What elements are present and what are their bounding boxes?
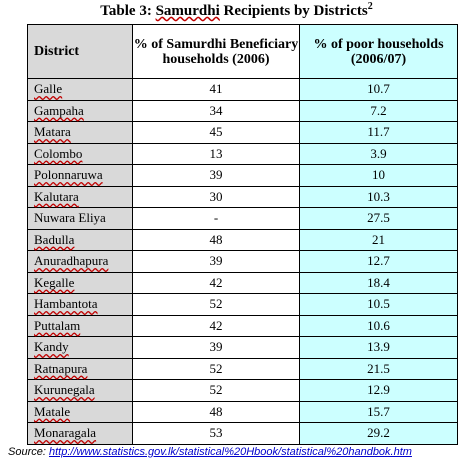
samurdhi-table: District % of Samurdhi Beneficiary house… — [27, 24, 458, 445]
district-cell: Badulla — [27, 228, 133, 251]
beneficiary-cell: 41 — [132, 78, 300, 101]
district-name: Polonnaruwa — [34, 167, 103, 183]
table-row: Monaragala 53 29.2 — [27, 422, 458, 445]
poor-cell: 10 — [299, 164, 458, 187]
poor-header: % of poor households (2006/07) — [299, 24, 458, 79]
district-name: Ratnapura — [34, 360, 88, 376]
table-row: Matale 48 15.7 — [27, 400, 458, 423]
district-cell: Ratnapura — [27, 357, 133, 380]
district-name: Puttalam — [34, 317, 81, 333]
table-row: Badulla 48 21 — [27, 228, 458, 251]
beneficiary-cell: - — [132, 207, 300, 230]
poor-cell: 12.7 — [299, 250, 458, 273]
district-cell: Matale — [27, 400, 133, 423]
beneficiary-cell: 52 — [132, 357, 300, 380]
poor-cell: 12.9 — [299, 379, 458, 402]
district-name: Kegalle — [34, 274, 75, 290]
district-cell: Nuwara Eliya — [27, 207, 133, 230]
district-name: Kurunegala — [34, 382, 95, 398]
district-cell: Kurunegala — [27, 379, 133, 402]
district-cell: Hambantota — [27, 293, 133, 316]
beneficiary-cell: 34 — [132, 99, 300, 122]
beneficiary-cell: 52 — [132, 293, 300, 316]
table-body: Galle 41 10.7 Gampaha 34 7.2 Matara 45 11.7 Colom… — [27, 78, 458, 445]
district-cell: Puttalam — [27, 314, 133, 337]
beneficiary-header: % of Samurdhi Beneficiary households (20… — [132, 24, 300, 79]
district-cell: Galle — [27, 78, 133, 101]
district-name: Matara — [34, 124, 71, 140]
beneficiary-cell: 39 — [132, 336, 300, 359]
table-row: Kalutara 30 10.3 — [27, 185, 458, 208]
poor-cell: 29.2 — [299, 422, 458, 445]
table-row: Ratnapura 52 21.5 — [27, 357, 458, 380]
beneficiary-cell: 42 — [132, 271, 300, 294]
title-footnote-marker: 2 — [367, 1, 373, 12]
district-name: Galle — [34, 81, 63, 97]
district-cell: Kandy — [27, 336, 133, 359]
district-name: Badulla — [34, 231, 75, 247]
poor-cell: 13.9 — [299, 336, 458, 359]
district-cell: Kalutara — [27, 185, 133, 208]
district-name: Hambantota — [34, 296, 98, 312]
district-name: Gampaha — [34, 102, 84, 118]
district-cell: Anuradhapura — [27, 250, 133, 273]
poor-cell: 11.7 — [299, 121, 458, 144]
district-name: Anuradhapura — [34, 253, 109, 269]
table-row: Kurunegala 52 12.9 — [27, 379, 458, 402]
poor-cell: 27.5 — [299, 207, 458, 230]
poor-cell: 10.5 — [299, 293, 458, 316]
district-cell: Polonnaruwa — [27, 164, 133, 187]
table-row: Kegalle 42 18.4 — [27, 271, 458, 294]
poor-cell: 7.2 — [299, 99, 458, 122]
source-note: Source: http://www.statistics.gov.lk/sta… — [8, 446, 412, 458]
district-cell: Gampaha — [27, 99, 133, 122]
beneficiary-cell: 48 — [132, 400, 300, 423]
district-cell: Kegalle — [27, 271, 133, 294]
table-row: Polonnaruwa 39 10 — [27, 164, 458, 187]
poor-cell: 10.7 — [299, 78, 458, 101]
table-row: Anuradhapura 39 12.7 — [27, 250, 458, 273]
title-prefix: Table 3: — [100, 3, 152, 19]
beneficiary-cell: 48 — [132, 228, 300, 251]
table-row: Colombo 13 3.9 — [27, 142, 458, 165]
district-cell: Monaragala — [27, 422, 133, 445]
poor-cell: 21.5 — [299, 357, 458, 380]
title-rest: Recipients by Districts — [223, 3, 368, 19]
district-name: Nuwara Eliya — [34, 210, 106, 226]
district-name: Monaragala — [34, 425, 97, 441]
beneficiary-cell: 45 — [132, 121, 300, 144]
beneficiary-cell: 52 — [132, 379, 300, 402]
beneficiary-cell: 39 — [132, 164, 300, 187]
table-row: Galle 41 10.7 — [27, 78, 458, 101]
table-row: Puttalam 42 10.6 — [27, 314, 458, 337]
table-title: Table 3: Samurdhi Recipients by District… — [0, 2, 473, 20]
table-row: Nuwara Eliya -27.5 — [27, 207, 458, 230]
beneficiary-cell: 30 — [132, 185, 300, 208]
poor-cell: 3.9 — [299, 142, 458, 165]
district-name: Matale — [34, 403, 71, 419]
poor-cell: 21 — [299, 228, 458, 251]
district-header: District — [27, 24, 133, 79]
district-cell: Matara — [27, 121, 133, 144]
district-name: Kalutara — [34, 188, 79, 204]
source-label: Source: — [8, 446, 46, 458]
table-row: Matara 45 11.7 — [27, 121, 458, 144]
district-name: Kandy — [34, 339, 69, 355]
title-samurdhi: Samurdhi — [155, 3, 220, 19]
poor-cell: 18.4 — [299, 271, 458, 294]
table-row: Hambantota 52 10.5 — [27, 293, 458, 316]
table-row: Kandy 39 13.9 — [27, 336, 458, 359]
district-cell: Colombo — [27, 142, 133, 165]
beneficiary-cell: 13 — [132, 142, 300, 165]
beneficiary-cell: 53 — [132, 422, 300, 445]
beneficiary-cell: 39 — [132, 250, 300, 273]
header-row: District % of Samurdhi Beneficiary house… — [27, 24, 458, 79]
poor-cell: 10.6 — [299, 314, 458, 337]
beneficiary-cell: 42 — [132, 314, 300, 337]
source-link[interactable]: http://www.statistics.gov.lk/statistical… — [48, 446, 412, 458]
poor-cell: 15.7 — [299, 400, 458, 423]
poor-cell: 10.3 — [299, 185, 458, 208]
table-row: Gampaha 34 7.2 — [27, 99, 458, 122]
district-name: Colombo — [34, 145, 83, 161]
